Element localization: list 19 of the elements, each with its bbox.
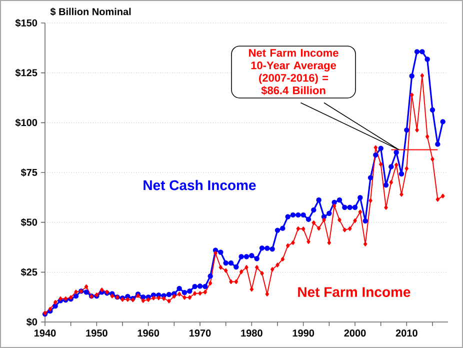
y-tick-label: $75 bbox=[20, 168, 38, 177]
text: Net Farm Income bbox=[298, 287, 410, 297]
y-tick-label: $25 bbox=[20, 268, 38, 276]
x-tick-label: 1970 bbox=[190, 330, 211, 337]
x-tick-label: 2010 bbox=[396, 330, 418, 337]
y-tick-label: $50 bbox=[20, 218, 38, 226]
x-tick-label: 1990 bbox=[292, 330, 314, 337]
x-tick-label: 1980 bbox=[241, 330, 262, 337]
y-tick-label: $150 bbox=[15, 18, 38, 28]
y-tick-label: $100 bbox=[15, 118, 38, 127]
y-axis-title: $ Billion Nominal bbox=[50, 8, 131, 16]
text: Net Cash Income bbox=[144, 180, 256, 190]
y-tick-label: $125 bbox=[15, 68, 38, 77]
x-tick-label: 1960 bbox=[138, 330, 160, 337]
x-tick-label: 1940 bbox=[34, 330, 56, 337]
x-tick-label: 1950 bbox=[86, 330, 108, 337]
annotation: Net Farm Income 10-Year Average (2007-2016) = $86.4 Billion bbox=[249, 49, 338, 95]
x-tick-label: 2000 bbox=[344, 330, 366, 337]
y-tick-label: $0 bbox=[26, 318, 38, 326]
